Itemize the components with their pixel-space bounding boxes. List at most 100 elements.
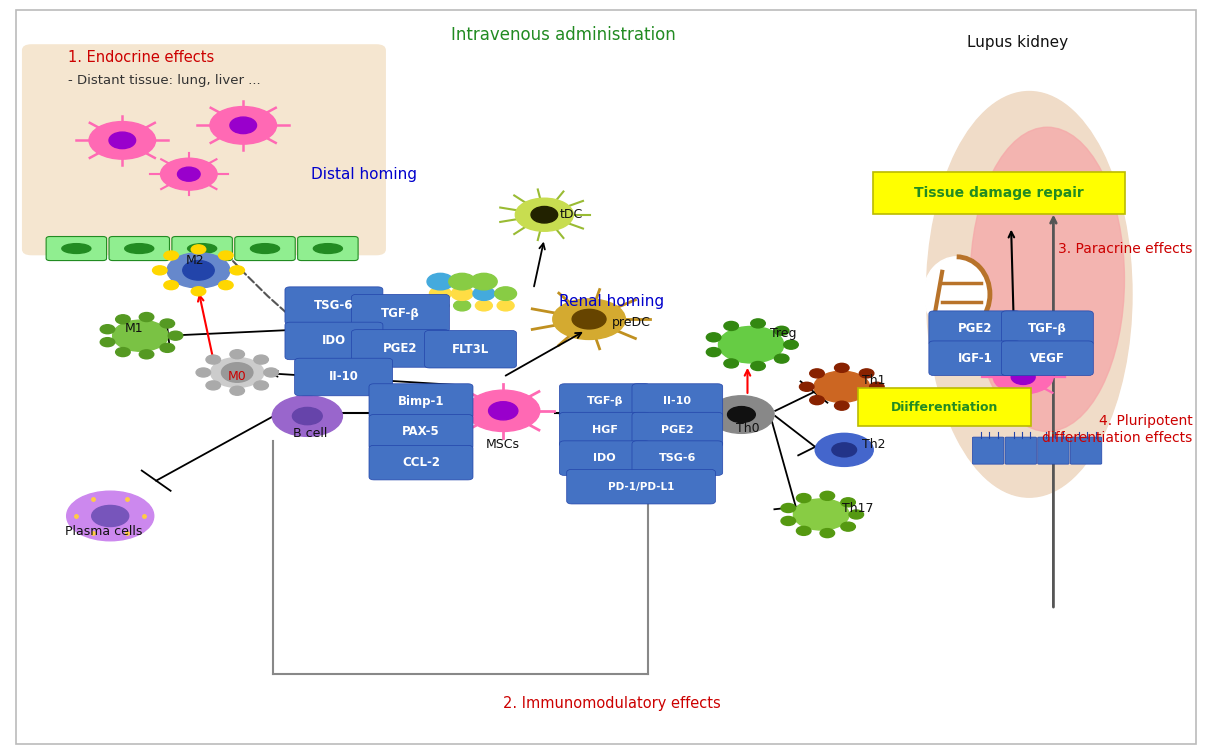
Ellipse shape bbox=[709, 396, 774, 434]
FancyBboxPatch shape bbox=[16, 11, 1196, 743]
Text: II-10: II-10 bbox=[663, 396, 691, 406]
Circle shape bbox=[253, 381, 268, 390]
Circle shape bbox=[475, 300, 492, 311]
Circle shape bbox=[191, 245, 206, 254]
Ellipse shape bbox=[816, 434, 873, 467]
Circle shape bbox=[164, 251, 178, 260]
Ellipse shape bbox=[62, 244, 91, 253]
Circle shape bbox=[230, 386, 245, 395]
Text: Intravenous administration: Intravenous administration bbox=[451, 26, 676, 44]
Text: HGF: HGF bbox=[591, 425, 618, 434]
Text: M2: M2 bbox=[185, 254, 204, 267]
Circle shape bbox=[448, 274, 475, 290]
Ellipse shape bbox=[210, 106, 276, 144]
Ellipse shape bbox=[488, 402, 518, 420]
Text: Bimp-1: Bimp-1 bbox=[398, 394, 445, 408]
Circle shape bbox=[168, 331, 183, 340]
Ellipse shape bbox=[515, 198, 573, 231]
Circle shape bbox=[810, 369, 824, 378]
Circle shape bbox=[139, 350, 154, 359]
FancyBboxPatch shape bbox=[631, 384, 722, 418]
FancyBboxPatch shape bbox=[22, 44, 385, 256]
Circle shape bbox=[800, 382, 814, 391]
Circle shape bbox=[153, 266, 167, 275]
Text: Th2: Th2 bbox=[863, 438, 886, 451]
Ellipse shape bbox=[113, 320, 168, 351]
Circle shape bbox=[796, 494, 811, 503]
Text: 3. Paracrine effects: 3. Paracrine effects bbox=[1058, 242, 1193, 256]
Text: TGF-β: TGF-β bbox=[1028, 322, 1067, 335]
Text: FLT3L: FLT3L bbox=[452, 343, 490, 356]
Text: TSG-6: TSG-6 bbox=[658, 453, 696, 463]
Circle shape bbox=[859, 369, 874, 378]
FancyBboxPatch shape bbox=[235, 237, 296, 261]
Ellipse shape bbox=[251, 244, 280, 253]
Ellipse shape bbox=[924, 257, 990, 332]
FancyBboxPatch shape bbox=[560, 412, 650, 447]
Circle shape bbox=[253, 355, 268, 364]
Text: Tissue damage repair: Tissue damage repair bbox=[914, 186, 1084, 200]
FancyBboxPatch shape bbox=[368, 446, 473, 480]
Ellipse shape bbox=[971, 127, 1125, 431]
Text: PGE2: PGE2 bbox=[661, 425, 693, 434]
Circle shape bbox=[796, 526, 811, 535]
Circle shape bbox=[707, 348, 721, 357]
Circle shape bbox=[453, 300, 470, 311]
Circle shape bbox=[230, 266, 245, 275]
FancyBboxPatch shape bbox=[560, 441, 650, 476]
Ellipse shape bbox=[719, 326, 784, 363]
Circle shape bbox=[784, 340, 799, 349]
Circle shape bbox=[196, 368, 211, 377]
Circle shape bbox=[835, 363, 850, 372]
Ellipse shape bbox=[994, 360, 1053, 394]
Circle shape bbox=[101, 325, 115, 334]
Text: MSCs: MSCs bbox=[486, 438, 520, 451]
FancyBboxPatch shape bbox=[368, 384, 473, 418]
Circle shape bbox=[707, 333, 721, 342]
Circle shape bbox=[470, 274, 497, 290]
Circle shape bbox=[850, 510, 864, 519]
Ellipse shape bbox=[109, 132, 136, 149]
FancyBboxPatch shape bbox=[873, 172, 1125, 214]
Ellipse shape bbox=[572, 309, 606, 329]
Text: 2. Immunomodulatory effects: 2. Immunomodulatory effects bbox=[503, 696, 721, 711]
Text: Distal homing: Distal homing bbox=[311, 167, 417, 182]
FancyBboxPatch shape bbox=[928, 341, 1021, 375]
Circle shape bbox=[724, 321, 738, 330]
Circle shape bbox=[206, 381, 221, 390]
FancyBboxPatch shape bbox=[1037, 437, 1069, 464]
Text: TSG-6: TSG-6 bbox=[314, 299, 354, 312]
FancyBboxPatch shape bbox=[1001, 341, 1093, 375]
Circle shape bbox=[859, 396, 874, 405]
Text: Lupus kidney: Lupus kidney bbox=[967, 35, 1068, 51]
Ellipse shape bbox=[531, 207, 558, 223]
Circle shape bbox=[774, 326, 789, 336]
Circle shape bbox=[870, 382, 884, 391]
Circle shape bbox=[781, 504, 795, 513]
Text: 4. Pluripotent
differentiation effects: 4. Pluripotent differentiation effects bbox=[1042, 415, 1193, 445]
Text: PGE2: PGE2 bbox=[383, 342, 418, 355]
Text: 1. Endocrine effects: 1. Endocrine effects bbox=[68, 51, 215, 66]
Text: IDO: IDO bbox=[322, 335, 345, 348]
Text: B cell: B cell bbox=[292, 427, 327, 440]
Ellipse shape bbox=[230, 117, 257, 133]
Circle shape bbox=[451, 287, 473, 300]
FancyBboxPatch shape bbox=[1005, 437, 1036, 464]
Text: CCL-2: CCL-2 bbox=[402, 456, 440, 469]
Text: Diifferentiation: Diifferentiation bbox=[891, 400, 999, 413]
Circle shape bbox=[841, 522, 856, 531]
FancyBboxPatch shape bbox=[351, 329, 450, 367]
Ellipse shape bbox=[1011, 369, 1035, 385]
FancyBboxPatch shape bbox=[858, 388, 1031, 426]
FancyBboxPatch shape bbox=[972, 437, 1004, 464]
FancyBboxPatch shape bbox=[567, 470, 715, 504]
Ellipse shape bbox=[67, 491, 154, 541]
Circle shape bbox=[115, 314, 130, 323]
Ellipse shape bbox=[273, 396, 342, 437]
Text: II-10: II-10 bbox=[328, 370, 359, 384]
Text: IGF-1: IGF-1 bbox=[957, 351, 993, 365]
Circle shape bbox=[724, 359, 738, 368]
Text: Th1: Th1 bbox=[863, 374, 886, 388]
Ellipse shape bbox=[727, 406, 755, 422]
FancyBboxPatch shape bbox=[295, 358, 393, 396]
